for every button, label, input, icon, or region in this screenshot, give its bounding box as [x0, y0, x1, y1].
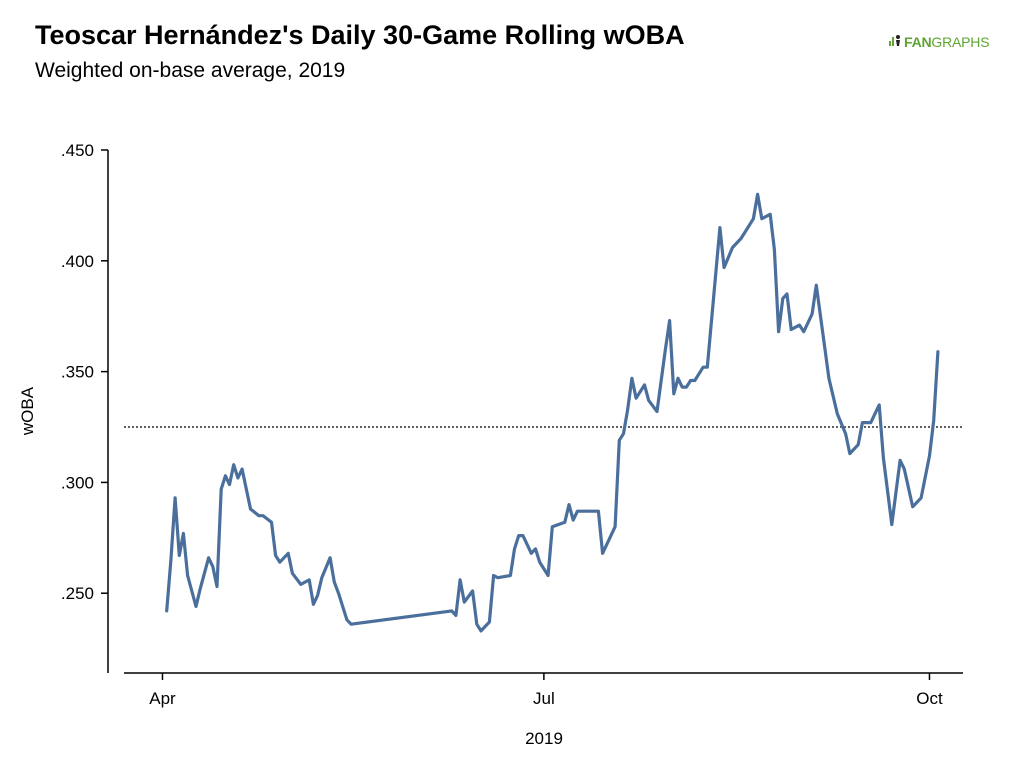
- chart-title: Teoscar Hernández's Daily 30-Game Rollin…: [35, 20, 685, 50]
- chart-series: [165, 192, 940, 633]
- logo-text-fan: FAN: [904, 33, 932, 50]
- woba-series-line: [165, 192, 940, 633]
- x-axis-label: 2019: [525, 729, 563, 748]
- y-tick-label: .400: [61, 252, 94, 271]
- y-axis-label: wOBA: [18, 386, 37, 436]
- y-tick-label: .350: [61, 363, 94, 382]
- fangraphs-logo-icon: [888, 33, 902, 50]
- x-tick-label: Oct: [916, 689, 943, 708]
- fangraphs-logo: FAN GRAPHS: [888, 33, 990, 50]
- y-tick-label: .450: [61, 141, 94, 160]
- x-tick-label: Jul: [533, 689, 555, 708]
- logo-text-graphs: GRAPHS: [931, 33, 990, 50]
- y-tick-label: .300: [61, 473, 94, 492]
- y-tick-label: .250: [61, 584, 94, 603]
- x-tick-label: Apr: [149, 689, 176, 708]
- chart-subtitle: Weighted on-base average, 2019: [35, 59, 346, 82]
- chart-axes: .250 .300 .350 .400 .450 Apr Jul Oct: [61, 141, 963, 708]
